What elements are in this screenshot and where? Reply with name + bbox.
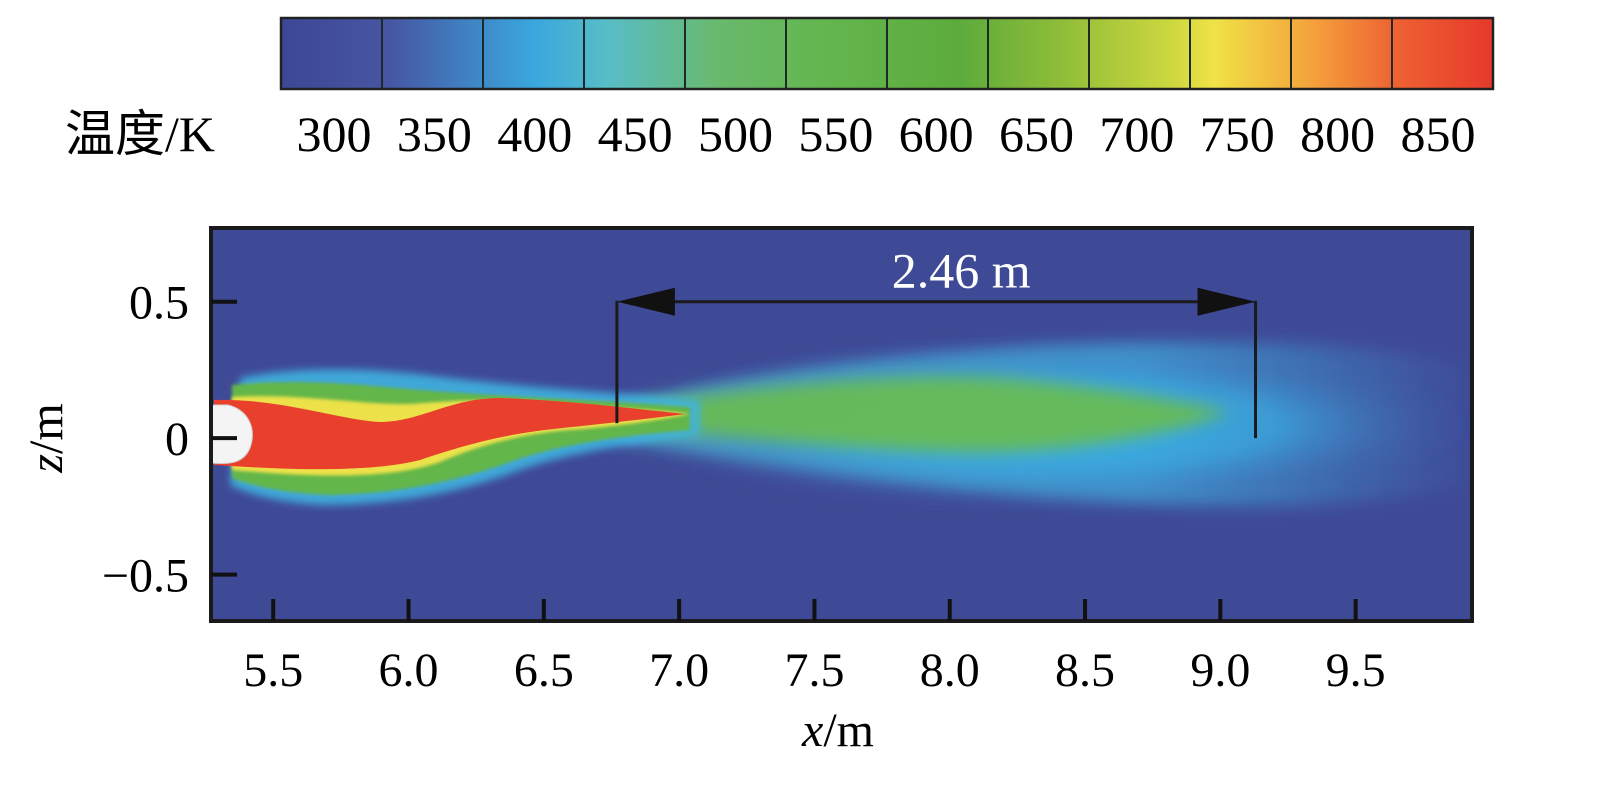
plume-green-core — [640, 376, 1230, 452]
plot-frame — [209, 226, 1474, 623]
x-tick-label: 7.0 — [649, 644, 709, 697]
x-axis-ticks: 5.5 6.0 6.5 7.0 7.5 8.0 8.5 9.0 9.5 — [243, 599, 1386, 697]
x-tick-label: 8.5 — [1055, 644, 1115, 697]
y-axis-label: z/m — [20, 403, 73, 473]
colorbar-tick-label: 850 — [1401, 106, 1476, 162]
colorbar-tick-labels: 300 350 400 450 500 550 600 650 700 750 800 850 — [297, 106, 1476, 162]
colorbar-tick-label: 650 — [999, 106, 1074, 162]
colorbar-tick-label: 550 — [798, 106, 873, 162]
y-axis-label-unit: /m — [20, 403, 73, 454]
plume-red-core — [214, 398, 685, 470]
x-tick-label: 5.5 — [243, 644, 303, 697]
x-axis-label: x/m — [801, 704, 874, 757]
nozzle-exit — [211, 404, 253, 465]
colorbar-dividers — [381, 18, 1393, 89]
x-tick-label: 9.0 — [1190, 644, 1250, 697]
colorbar-tick-label: 300 — [297, 106, 372, 162]
colorbar-label: 温度/K — [65, 106, 215, 162]
colorbar-tick-label: 700 — [1099, 106, 1174, 162]
colorbar-tick-label: 400 — [497, 106, 572, 162]
colorbar-tick-label: 500 — [698, 106, 773, 162]
x-tick-label: 7.5 — [784, 644, 844, 697]
colorbar-tick-label: 750 — [1200, 106, 1275, 162]
dimension-label: 2.46 m — [892, 243, 1031, 299]
x-tick-label: 6.0 — [379, 644, 439, 697]
length-annotation: 2.46 m — [615, 243, 1258, 439]
colorbar-tick-label: 600 — [899, 106, 974, 162]
colorbar-tick-label: 350 — [397, 106, 472, 162]
y-axis-ticks: 0.5 0 −0.5 — [102, 277, 237, 603]
y-tick-label: 0 — [165, 413, 189, 466]
dimension-right-arrow — [1197, 287, 1256, 316]
x-axis-label-var: x — [801, 704, 823, 757]
y-tick-label: −0.5 — [102, 550, 189, 603]
colorbar-frame — [279, 16, 1495, 91]
x-tick-label: 8.0 — [920, 644, 980, 697]
y-tick-label: 0.5 — [129, 277, 189, 330]
x-tick-label: 6.5 — [514, 644, 574, 697]
x-tick-label: 9.5 — [1326, 644, 1386, 697]
plume-field — [211, 342, 1472, 507]
dimension-left-arrow — [616, 287, 675, 316]
x-axis-label-unit: /m — [823, 704, 874, 757]
colorbar-tick-label: 800 — [1300, 106, 1375, 162]
colorbar-tick-label: 450 — [598, 106, 673, 162]
y-axis-label-var: z — [20, 454, 73, 474]
